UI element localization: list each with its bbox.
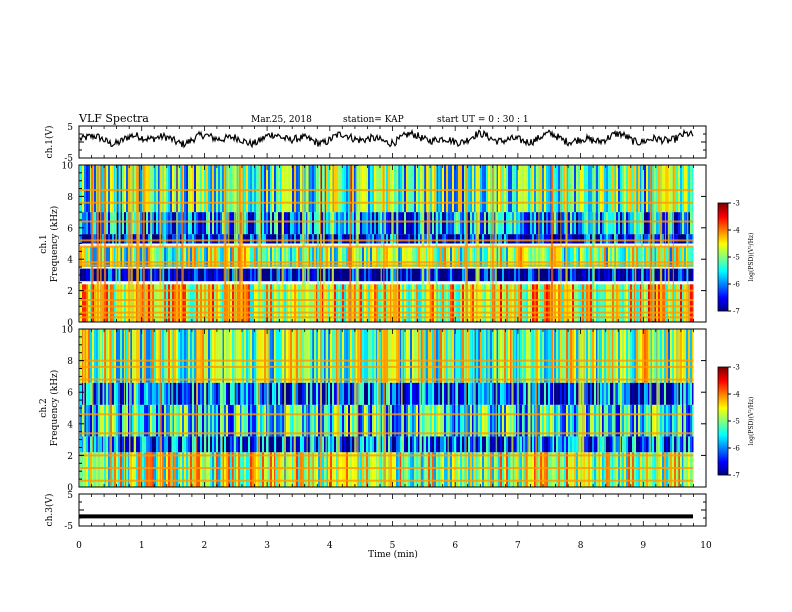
xtick-label: 10 bbox=[700, 541, 712, 551]
ch1-waveform-panel: 5 -5 ch.1(V) bbox=[44, 123, 707, 164]
ch2-spectrogram-ylabel-line2: Frequency (kHz) bbox=[49, 370, 60, 447]
station-label: station= KAP bbox=[343, 115, 404, 125]
colorbar-tick-label: -6 bbox=[733, 445, 740, 453]
ch2-spectrogram-ylabel-line1: ch.2 bbox=[39, 398, 49, 417]
ytick-label: 4 bbox=[67, 420, 73, 430]
ch3-ytick-top: 5 bbox=[67, 491, 73, 501]
ch1-ytick-top: 5 bbox=[67, 123, 73, 133]
spectrogram-streaks bbox=[90, 166, 689, 321]
ch2-spectrogram-xticks bbox=[78, 329, 707, 487]
time-axis-label: Time (min) bbox=[368, 549, 418, 560]
spectrogram-streaks bbox=[82, 330, 685, 486]
ch2-spectrogram-image bbox=[80, 329, 706, 487]
xtick-label: 2 bbox=[202, 541, 208, 551]
colorbar-tick-label: -4 bbox=[733, 391, 740, 399]
ytick-label: 4 bbox=[67, 256, 73, 266]
ch3-ytick-bottom: -5 bbox=[64, 522, 73, 532]
spectrogram-band bbox=[80, 165, 694, 213]
ch1-ytick-bottom: -5 bbox=[64, 154, 73, 164]
ch3-waveform-panel: 5 -5 ch.3(V) bbox=[44, 491, 707, 532]
time-axis-ticklabels: 0 1 2 3 4 5 6 7 8 9 10 bbox=[76, 541, 712, 551]
spectrogram-band bbox=[80, 246, 694, 267]
colorbar-tick-label: -5 bbox=[733, 254, 740, 262]
ytick-label: 6 bbox=[67, 224, 73, 234]
colorbar-tick-label: -6 bbox=[733, 281, 740, 289]
xtick-label: 6 bbox=[452, 541, 458, 551]
xtick-label: 8 bbox=[578, 541, 584, 551]
ytick-label: 8 bbox=[67, 357, 73, 367]
figure-title: VLF Spectra bbox=[78, 112, 149, 125]
ch3-waveform-ylabel: ch.3(V) bbox=[44, 494, 55, 527]
ch1-spectrogram-xticks bbox=[78, 165, 707, 322]
ytick-label: 10 bbox=[62, 326, 74, 336]
ch1-colorbar: -3 -4 -5 -6 -7 log(PSD)(V²/Hz) bbox=[717, 200, 755, 316]
ch1-spectrogram-yticks: 0 2 4 6 8 10 bbox=[62, 162, 706, 329]
xtick-label: 5 bbox=[390, 541, 396, 551]
ch1-spectrogram-ylabel-frequency: Frequency (kHz) bbox=[49, 206, 60, 283]
spectrogram-band bbox=[80, 234, 694, 244]
ytick-label: 0 bbox=[67, 319, 73, 329]
ch2-spectrogram-ylabel-channel: ch.2 bbox=[39, 398, 49, 417]
colorbar-tick-label: -7 bbox=[733, 308, 740, 316]
spectrogram-band bbox=[80, 382, 694, 405]
ch1-waveform-trace bbox=[79, 128, 694, 149]
colorbar-tick-label: -3 bbox=[733, 364, 740, 372]
spectrogram-lines bbox=[80, 359, 694, 482]
colorbar-tick-label: -3 bbox=[733, 200, 740, 208]
spectrogram-band bbox=[80, 212, 694, 235]
ch1-waveform-xticks bbox=[78, 125, 707, 159]
ytick-label: 2 bbox=[67, 287, 73, 297]
spectrogram-band bbox=[80, 268, 694, 282]
xtick-label: 4 bbox=[327, 541, 333, 551]
ch1-spectrogram-ylabel-channel: ch.1 bbox=[39, 234, 49, 253]
spectrogram-band bbox=[80, 329, 694, 383]
xtick-label: 9 bbox=[640, 541, 646, 551]
xtick-label: 3 bbox=[264, 541, 270, 551]
colorbar-tick-label: -7 bbox=[733, 472, 740, 480]
xtick-label: 1 bbox=[139, 541, 145, 551]
ch1-spectrogram-image bbox=[80, 165, 706, 322]
ch1-spectrogram-ylabel-line2: Frequency (kHz) bbox=[49, 206, 60, 283]
ytick-label: 2 bbox=[67, 452, 73, 462]
ytick-label: 6 bbox=[67, 389, 73, 399]
colorbar-tick-label: -4 bbox=[733, 227, 740, 235]
date-label: Mar.25, 2018 bbox=[251, 115, 312, 125]
ch2-spectrogram-yticks: 0 2 4 6 8 10 bbox=[62, 326, 706, 494]
ytick-label: 10 bbox=[62, 162, 74, 172]
ch1-spectrogram-panel: 0 2 4 6 8 10 ch.1 Frequency (kHz) -3 -4 -5 -6 -7 l… bbox=[39, 162, 755, 329]
colorbar-label: log(PSD)(V²/Hz) bbox=[748, 397, 755, 446]
ytick-label: 0 bbox=[67, 484, 73, 494]
colorbar-label: log(PSD)(V²/Hz) bbox=[748, 233, 755, 282]
ch2-colorbar: -3 -4 -5 -6 -7 log(PSD)(V²/Hz) bbox=[717, 364, 755, 480]
ch1-waveform-ylabel: ch.1(V) bbox=[44, 126, 55, 159]
start-time-label: start UT = 0 : 30 : 1 bbox=[437, 115, 529, 125]
ch2-spectrogram-ylabel-frequency: Frequency (kHz) bbox=[49, 370, 60, 447]
xtick-label: 7 bbox=[515, 541, 521, 551]
ch1-spectrogram-ylabel-line1: ch.1 bbox=[39, 234, 49, 253]
ch2-spectrogram-panel: 0 2 4 6 8 10 ch.2 Frequency (kHz) -3 -4 -5 -6 -7 l… bbox=[39, 326, 755, 494]
spectrogram-lines bbox=[80, 189, 694, 319]
xtick-label: 0 bbox=[76, 541, 82, 551]
ytick-label: 8 bbox=[67, 193, 73, 203]
colorbar-tick-label: -5 bbox=[733, 418, 740, 426]
ch3-waveform-xticks bbox=[78, 493, 707, 527]
